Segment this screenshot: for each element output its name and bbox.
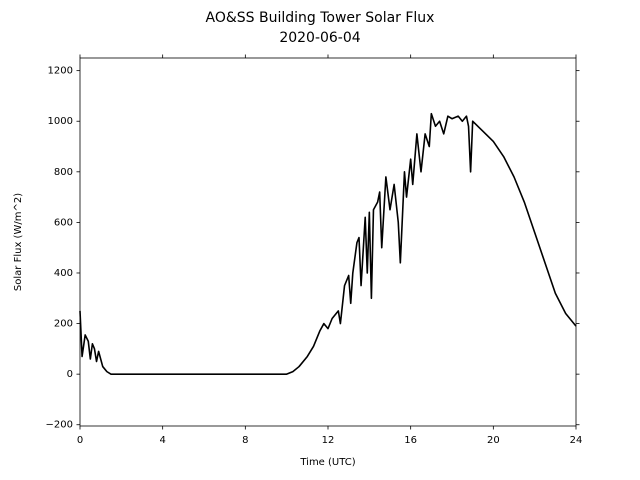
y-tick-label: −200 (46, 420, 73, 431)
flux-line (79, 112, 577, 375)
x-tick-label: 0 (77, 435, 83, 446)
y-tick-label: 400 (54, 268, 73, 279)
y-tick-label: 200 (54, 319, 73, 330)
y-tick-label: 0 (67, 369, 73, 380)
x-axis-label: Time (UTC) (299, 457, 355, 468)
plot-frame (79, 57, 577, 427)
y-axis-label: Solar Flux (W/m^2) (13, 193, 24, 291)
y-tick-label: 1200 (48, 66, 73, 77)
x-tick-label: 16 (404, 435, 417, 446)
chart-title: AO&SS Building Tower Solar Flux (206, 10, 435, 26)
y-tick-label: 1000 (48, 116, 73, 127)
x-tick-label: 20 (487, 435, 500, 446)
x-tick-label: 24 (570, 435, 583, 446)
x-tick-label: 8 (242, 435, 248, 446)
y-tick-label: 600 (54, 217, 73, 228)
chart-subtitle: 2020-06-04 (279, 30, 360, 46)
y-tick-label: 800 (54, 167, 73, 178)
x-tick-label: 12 (322, 435, 335, 446)
x-tick-label: 4 (159, 435, 165, 446)
